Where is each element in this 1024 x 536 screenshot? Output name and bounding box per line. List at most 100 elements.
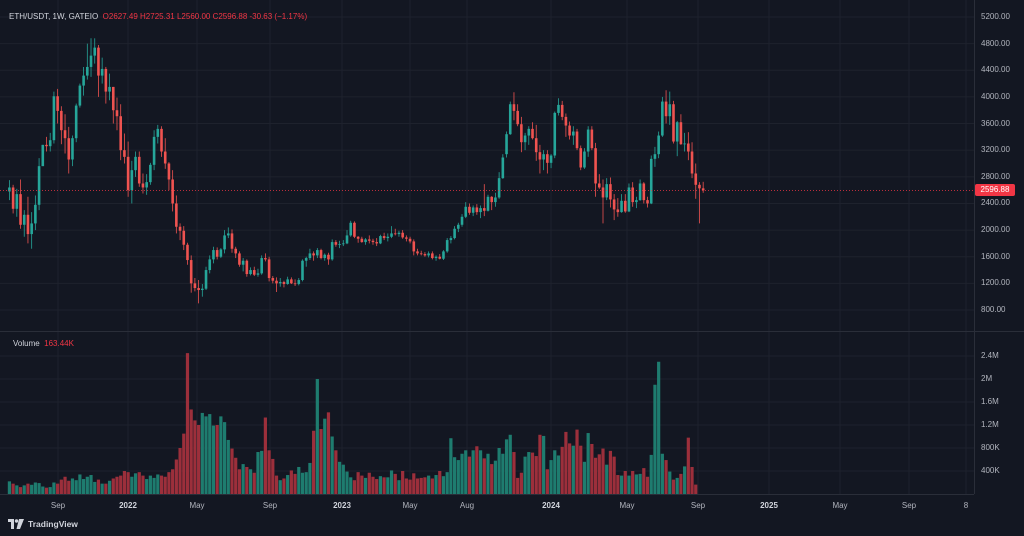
- candle-body: [93, 47, 97, 56]
- volume-label[interactable]: Volume: [13, 339, 40, 348]
- time-axis[interactable]: Sep 2022 May Sep 2023 May Aug 2024 May Sep 2025 May…: [0, 494, 974, 515]
- volume-bar: [208, 414, 212, 494]
- candle-body: [245, 260, 249, 275]
- volume-bar: [93, 481, 97, 494]
- volume-bar: [18, 487, 23, 494]
- candle: [193, 278, 197, 292]
- candle: [238, 251, 241, 267]
- volume-bar: [30, 484, 34, 494]
- candle-body: [86, 66, 89, 76]
- candle-body: [623, 200, 627, 212]
- candle: [505, 131, 508, 158]
- candle-body: [494, 197, 497, 203]
- candle: [201, 284, 204, 297]
- candle: [319, 248, 323, 260]
- volume-bar: [579, 445, 583, 494]
- volume-bar: [553, 450, 557, 494]
- candle-body: [230, 233, 234, 249]
- candlestick-chart[interactable]: [0, 0, 974, 331]
- candle: [594, 142, 597, 197]
- volume-bar: [560, 446, 564, 494]
- volume-bar: [37, 483, 41, 494]
- volume-bar: [215, 425, 219, 494]
- tradingview-logo[interactable]: TradingView: [8, 519, 78, 529]
- candle-body: [534, 138, 538, 153]
- volume-bar: [130, 476, 134, 494]
- volume-bar: [597, 454, 601, 494]
- time-tick-label: Sep: [50, 501, 66, 510]
- candle: [334, 240, 338, 247]
- pane-divider[interactable]: [0, 331, 1024, 332]
- candle-body: [590, 129, 594, 149]
- candle: [423, 252, 427, 257]
- volume-bar: [248, 469, 253, 494]
- candle: [657, 131, 660, 159]
- volume-bar: [315, 379, 319, 494]
- candle-body: [278, 282, 282, 284]
- candle: [416, 248, 419, 256]
- candle: [308, 248, 312, 261]
- candle-body: [264, 258, 267, 260]
- volume-bar: [657, 361, 661, 494]
- price-tick-label: 4000.00: [981, 91, 1010, 101]
- volume-bar: [623, 471, 627, 494]
- candle-body: [290, 279, 293, 284]
- candle-body: [134, 156, 137, 171]
- candle: [60, 106, 63, 145]
- price-axis[interactable]: 5200.00 4800.00 4400.00 4000.00 3600.00 3200.…: [974, 0, 1024, 331]
- volume-bar: [334, 450, 338, 494]
- candle: [223, 230, 226, 254]
- volume-bar: [430, 478, 434, 494]
- volume-bar: [415, 478, 420, 494]
- change-value: -30.63 (−1.17%): [249, 12, 308, 21]
- candle: [100, 57, 104, 84]
- volume-bar: [256, 452, 260, 494]
- candle-body: [301, 260, 304, 281]
- candle-body: [178, 226, 182, 231]
- candle: [527, 126, 531, 145]
- price-pane[interactable]: [0, 0, 974, 331]
- candle: [119, 104, 122, 161]
- candle: [460, 214, 464, 227]
- candle-body: [100, 68, 104, 76]
- candle: [438, 254, 442, 260]
- volume-pane[interactable]: [0, 332, 974, 494]
- volume-bar: [230, 448, 234, 494]
- candle-body: [89, 55, 93, 67]
- volume-bar: [475, 446, 479, 494]
- time-tick-label: 2024: [542, 501, 560, 510]
- candle: [178, 223, 182, 241]
- symbol-label[interactable]: ETH/USDT, 1W, GATEIO: [9, 12, 99, 21]
- candle-body: [449, 238, 453, 241]
- price-tick-label: 4800.00: [981, 38, 1010, 48]
- volume-bar: [675, 477, 679, 494]
- candle-body: [267, 259, 271, 279]
- candle: [186, 242, 189, 265]
- candle-body: [508, 104, 512, 135]
- time-tick-label: Aug: [459, 501, 475, 510]
- candle: [123, 133, 126, 164]
- volume-bar: [627, 475, 631, 494]
- candle-body: [438, 256, 442, 259]
- candle: [323, 253, 327, 261]
- volume-bar: [100, 483, 104, 494]
- volume-bar: [241, 464, 245, 494]
- candle: [586, 126, 590, 157]
- candle-body: [204, 270, 208, 289]
- volume-bar: [590, 443, 594, 494]
- volume-bar: [274, 475, 279, 494]
- candle-body: [145, 182, 148, 188]
- price-tick-label: 2000.00: [981, 225, 1010, 235]
- candle: [145, 174, 148, 195]
- candle-body: [672, 104, 675, 142]
- volume-histogram[interactable]: [0, 332, 974, 494]
- time-tick-label: May: [402, 501, 418, 510]
- candle-body: [48, 140, 52, 147]
- candle-body: [442, 251, 445, 259]
- candle-body: [215, 250, 219, 257]
- volume-axis[interactable]: 2.4M 2M 1.6M 1.2M 800K 400K: [974, 332, 1024, 494]
- candle: [490, 196, 493, 211]
- volume-bar: [185, 353, 190, 494]
- candle-body: [160, 128, 163, 152]
- candle: [245, 259, 249, 277]
